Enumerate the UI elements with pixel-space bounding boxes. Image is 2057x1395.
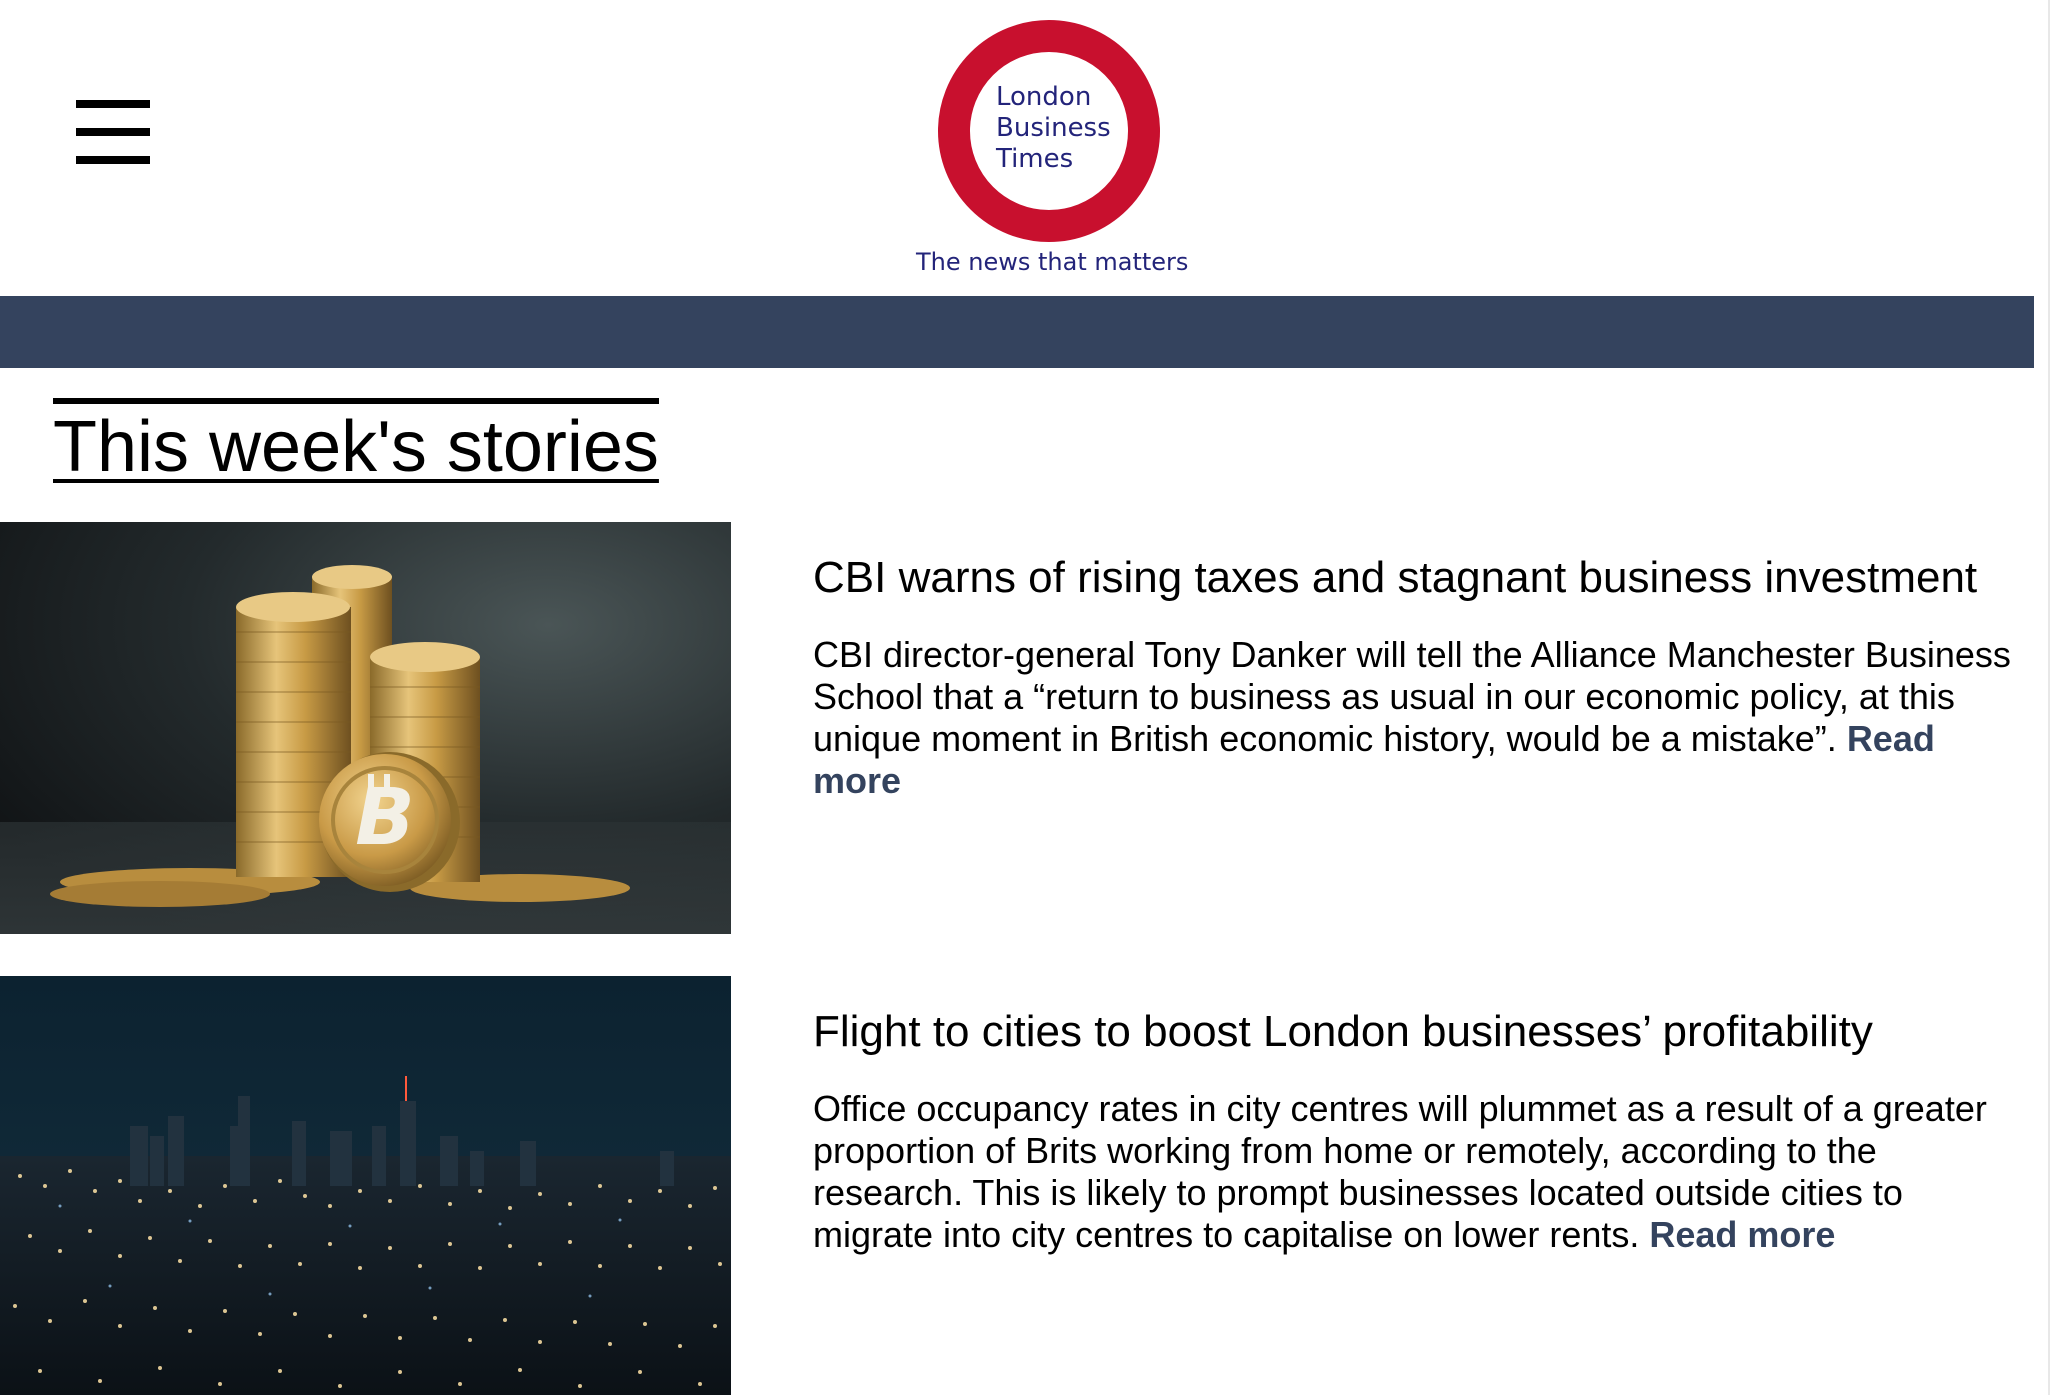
section-title: This week's stories bbox=[53, 398, 659, 488]
scrollbar-track[interactable] bbox=[2048, 0, 2050, 1395]
menu-bar-bottom bbox=[76, 156, 150, 164]
logo-wordmark: London Business Times bbox=[996, 82, 1156, 175]
menu-bar-middle bbox=[76, 128, 150, 136]
read-more-link[interactable]: Read more bbox=[813, 718, 1935, 801]
hamburger-menu-icon[interactable] bbox=[76, 100, 150, 164]
story-summary-text: Office occupancy rates in city centres w… bbox=[813, 1088, 1987, 1255]
site-logo[interactable]: London Business Times The news that matt… bbox=[916, 20, 1189, 284]
city-night-skyline-image[interactable] bbox=[0, 976, 731, 1395]
menu-bar-top bbox=[76, 100, 150, 108]
read-more-link[interactable]: Read more bbox=[1649, 1214, 1836, 1255]
logo-tagline: The news that matters bbox=[916, 248, 1189, 276]
logo-line-times: Times bbox=[996, 144, 1074, 174]
bitcoin-coins-image[interactable]: B bbox=[0, 522, 731, 934]
logo-line-london: London bbox=[996, 82, 1092, 112]
story-summary-text: CBI director-general Tony Danker will te… bbox=[813, 634, 2011, 759]
story-summary: Office occupancy rates in city centres w… bbox=[813, 1088, 2013, 1256]
story-headline[interactable]: CBI warns of rising taxes and stagnant b… bbox=[813, 553, 1978, 602]
story-card: B CBI warns of rising taxes and stagnant… bbox=[0, 522, 2034, 934]
story-headline[interactable]: Flight to cities to boost London busines… bbox=[813, 1007, 1873, 1056]
story-card: Flight to cities to boost London busines… bbox=[0, 976, 2034, 1395]
navigation-bar bbox=[0, 296, 2034, 368]
story-summary: CBI director-general Tony Danker will te… bbox=[813, 634, 2013, 802]
logo-line-business: Business bbox=[996, 113, 1111, 143]
site-header: London Business Times The news that matt… bbox=[0, 0, 2034, 296]
